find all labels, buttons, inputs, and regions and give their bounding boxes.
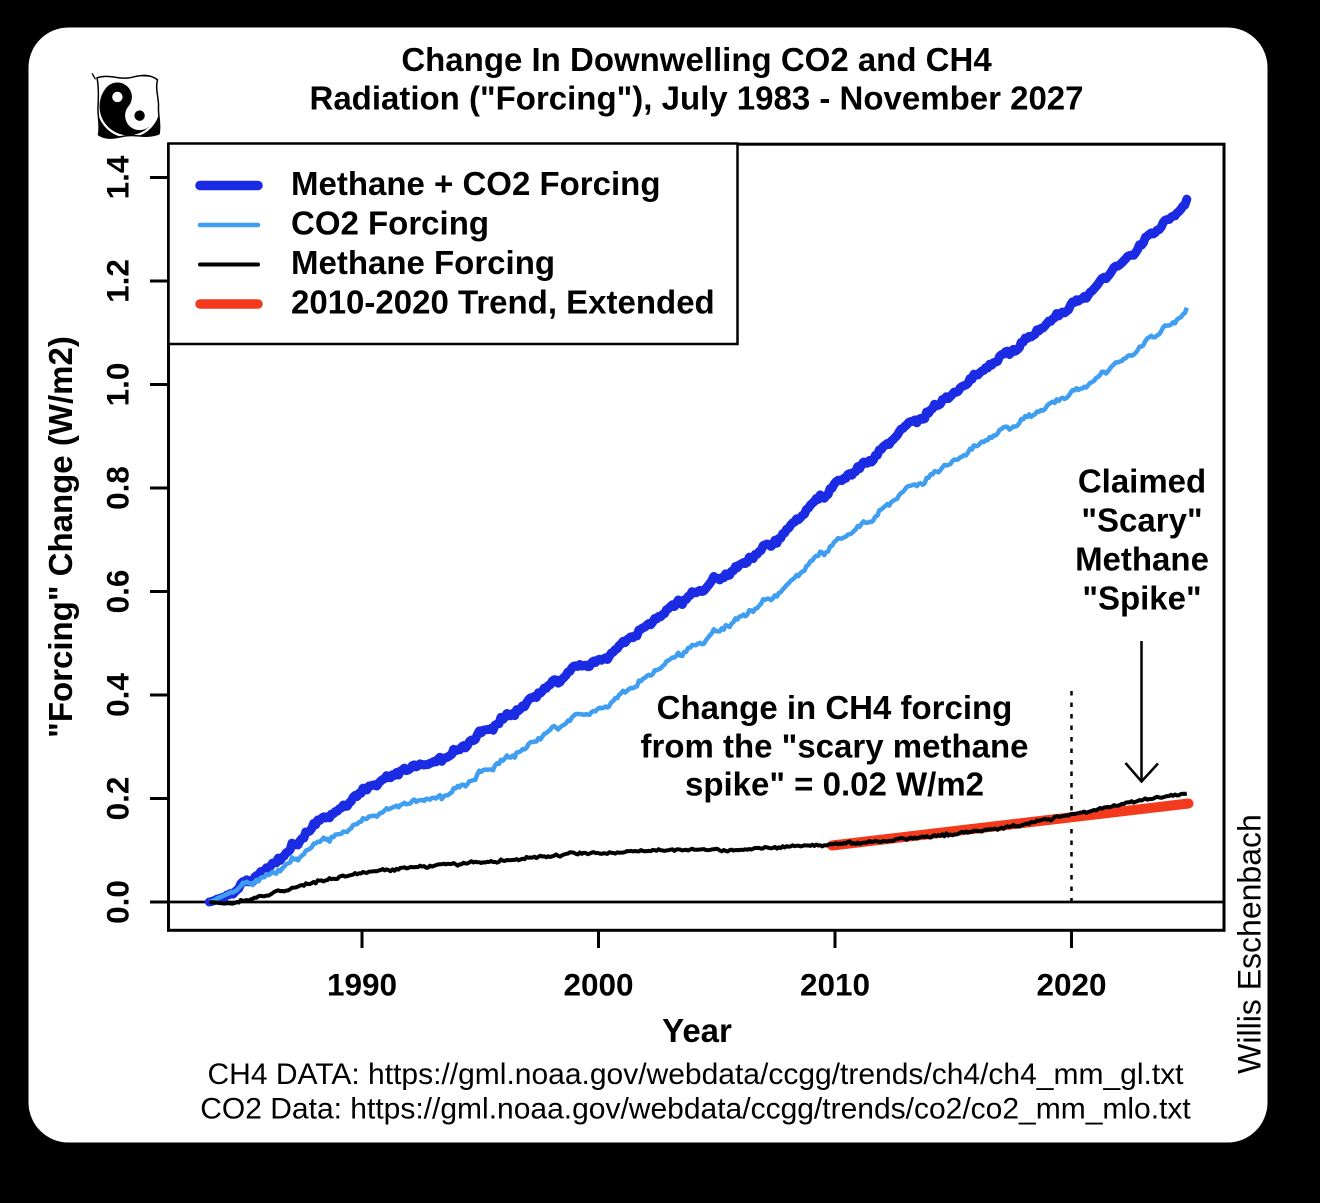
svg-text:Change in CH4 forcing: Change in CH4 forcing (657, 689, 1013, 726)
svg-text:0.8: 0.8 (100, 466, 136, 510)
svg-text:"Spike": "Spike" (1082, 580, 1201, 617)
svg-text:Year: Year (662, 1012, 732, 1049)
svg-text:CH4 DATA: https://gml.noaa.gov: CH4 DATA: https://gml.noaa.gov/webdata/c… (207, 1058, 1184, 1091)
svg-text:2010-2020 Trend, Extended: 2010-2020 Trend, Extended (291, 283, 715, 320)
svg-text:2000: 2000 (563, 967, 633, 1003)
svg-text:2010: 2010 (800, 967, 870, 1003)
svg-text:"Forcing" Change (W/m2): "Forcing" Change (W/m2) (42, 336, 79, 738)
svg-text:Claimed: Claimed (1078, 463, 1206, 500)
svg-text:Methane Forcing: Methane Forcing (291, 244, 555, 281)
svg-text:0.2: 0.2 (100, 777, 136, 821)
svg-text:1.4: 1.4 (100, 155, 136, 199)
svg-text:0.4: 0.4 (100, 673, 136, 717)
svg-text:Methane: Methane (1075, 541, 1209, 578)
svg-text:"Scary": "Scary" (1081, 502, 1202, 539)
svg-text:from the "scary methane: from the "scary methane (641, 728, 1029, 765)
svg-text:1990: 1990 (327, 967, 397, 1003)
svg-text:2020: 2020 (1036, 967, 1106, 1003)
svg-text:Change In Downwelling CO2 and: Change In Downwelling CO2 and CH4 (401, 41, 992, 78)
svg-text:Radiation ("Forcing"), July 19: Radiation ("Forcing"), July 1983 - Novem… (309, 80, 1083, 117)
svg-text:1.2: 1.2 (100, 259, 136, 303)
svg-text:Methane + CO2 Forcing: Methane + CO2 Forcing (291, 165, 660, 202)
svg-text:spike" = 0.02 W/m2: spike" = 0.02 W/m2 (685, 766, 984, 803)
svg-text:Willis Eschenbach: Willis Eschenbach (1232, 814, 1268, 1074)
svg-text:CO2 Data: https://gml.noaa.gov: CO2 Data: https://gml.noaa.gov/webdata/c… (200, 1093, 1191, 1126)
svg-text:1.0: 1.0 (100, 363, 136, 407)
svg-text:CO2 Forcing: CO2 Forcing (291, 204, 489, 241)
svg-text:0.6: 0.6 (100, 570, 136, 614)
svg-text:0.0: 0.0 (100, 880, 136, 924)
